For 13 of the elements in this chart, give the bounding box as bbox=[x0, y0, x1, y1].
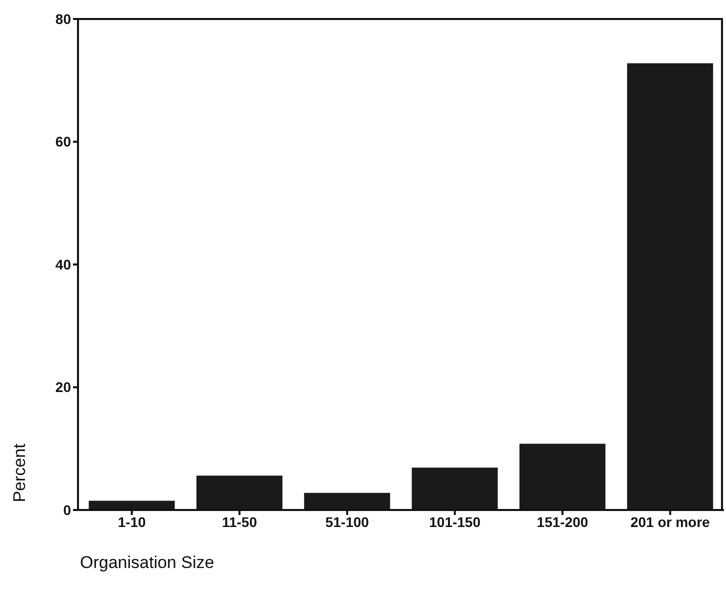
y-tick-label: 0 bbox=[63, 502, 72, 518]
x-tick-label: 11-50 bbox=[222, 514, 258, 530]
x-tick-label: 101-150 bbox=[429, 514, 481, 530]
x-tick-label: 151-200 bbox=[536, 514, 588, 530]
y-axis-title: Percent bbox=[10, 444, 30, 502]
x-tick-label: 201 or more bbox=[630, 514, 710, 530]
x-tick-label: 51-100 bbox=[325, 514, 370, 530]
x-tick-label: 1-10 bbox=[118, 514, 146, 530]
y-tick-label: 20 bbox=[55, 379, 72, 396]
y-tick-label: 40 bbox=[55, 256, 72, 272]
y-tick-label: 60 bbox=[55, 134, 72, 150]
y-tick-label: 80 bbox=[55, 10, 72, 27]
x-axis-title: Organisation Size bbox=[80, 553, 214, 573]
